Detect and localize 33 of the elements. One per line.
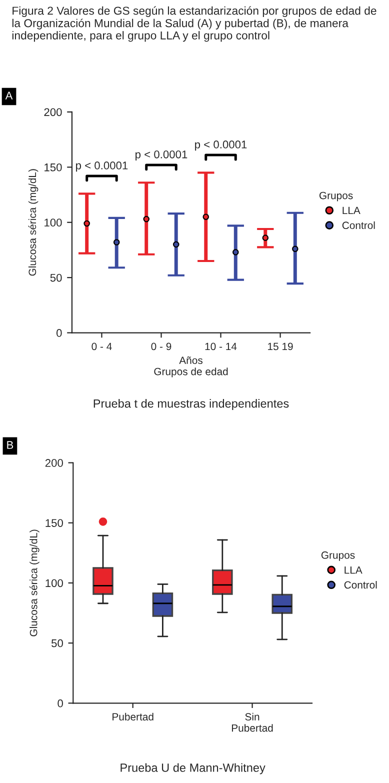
y-tick-label: 150: [46, 519, 63, 527]
text: Prueba t de muestras independientes: [94, 399, 289, 410]
annotation: p < 0.0001: [195, 140, 247, 151]
y-tick-label: 0: [56, 329, 62, 337]
annotation: p < 0.0001: [76, 162, 128, 172]
y-tick-label: 200: [44, 108, 62, 116]
y-tick-label: 100: [46, 579, 63, 588]
x-tick-label: 10 - 14: [205, 342, 237, 350]
x-tick-label: Sin Pubertad: [232, 712, 273, 732]
annotation: p < 0.0001: [136, 150, 188, 161]
y-tick-label: 100: [44, 218, 62, 227]
y-tick-label: 50: [50, 274, 62, 282]
y-tick-label: 150: [44, 163, 62, 172]
y-tick-label: 50: [51, 639, 63, 648]
legend-title: Grupos: [321, 551, 355, 561]
legend-label: LLA: [342, 206, 360, 214]
y-axis-title: Glucosa sérica (mg/dL): [29, 530, 40, 636]
text: B: [7, 441, 14, 449]
text: Prueba U de Mann-Whitney: [120, 763, 266, 774]
legend-label: Control: [342, 221, 375, 230]
x-tick-label: Pubertad: [112, 712, 154, 721]
legend-title: Grupos: [319, 192, 353, 202]
text: A: [5, 92, 13, 100]
y-tick-label: 0: [58, 699, 63, 708]
y-tick-label: 200: [45, 459, 63, 467]
x-tick-label: 15 19: [268, 342, 293, 350]
chart-title: Figura 2 Valores de GS según la estandarización por grupos de edad de la Organización Mundial de la Salud (A) y pubertad (B), de manera independiente, para el grupo LLA y el grupo control: [12, 6, 376, 42]
legend-label: Control: [344, 580, 377, 589]
y-axis-title: Glucosa sérica (mg/dL): [28, 169, 38, 276]
x-tick-label: 0 - 4: [92, 342, 112, 350]
x-tick-label: 0 - 9: [151, 342, 172, 350]
x-axis-title: Años Grupos de edad: [154, 356, 228, 378]
legend-label: LLA: [344, 566, 362, 574]
